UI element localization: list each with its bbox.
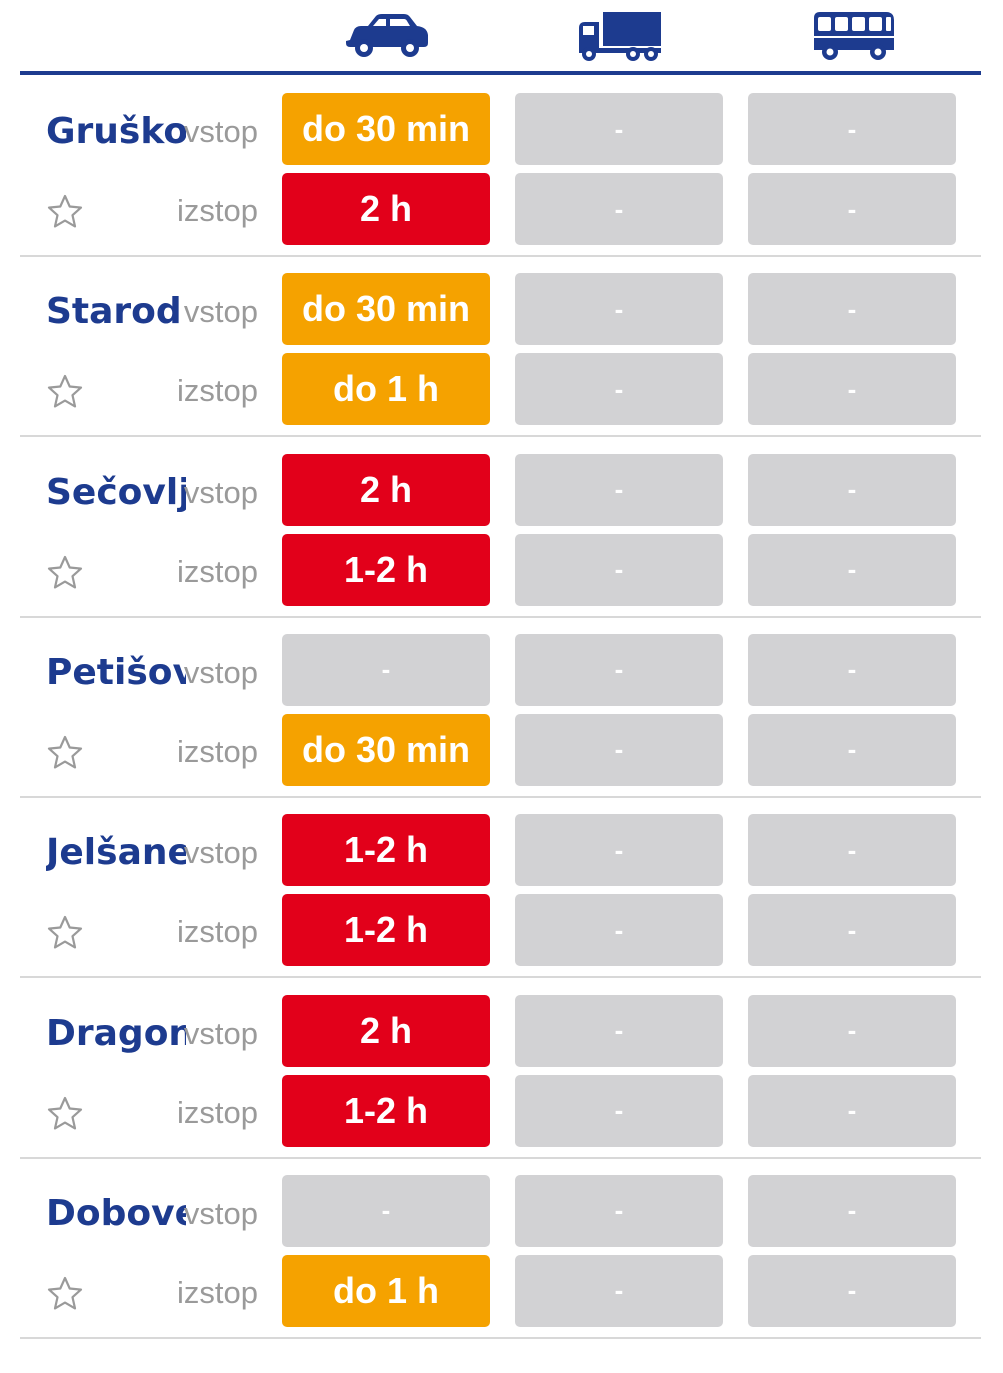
favorite-star-icon[interactable]	[46, 914, 84, 952]
exit-label: izstop	[177, 733, 258, 769]
exit-label: izstop	[177, 1274, 258, 1310]
favorite-star-icon[interactable]	[46, 373, 84, 411]
truck-vstop-wait: -	[515, 994, 723, 1067]
bus-vstop-wait: -	[748, 814, 956, 887]
favorite-star-icon[interactable]	[46, 554, 84, 592]
truck-izstop-wait: -	[515, 894, 723, 967]
crossing-row: Petišovcivstopizstop---do 30 min--	[20, 618, 981, 798]
car-izstop-wait: 2 h	[282, 173, 490, 245]
entry-label: vstop	[183, 1195, 258, 1231]
car-vstop-wait: do 30 min	[282, 93, 490, 165]
car-izstop-wait: 1-2 h	[282, 1074, 490, 1147]
crossing-row: Starod vstop izstop do 30 min - - do 1 h--	[20, 257, 981, 438]
crossing-name[interactable]: Sečovlje	[46, 471, 186, 513]
bus-vstop-wait: -	[748, 994, 956, 1067]
entry-label: vstop	[183, 294, 258, 330]
truck-vstop-wait: -	[515, 93, 723, 165]
car-izstop-wait: do 1 h	[282, 353, 490, 426]
car-izstop-wait: do 1 h	[282, 1254, 490, 1327]
truck-izstop-wait: -	[515, 1254, 723, 1327]
bus-vstop-wait: -	[748, 93, 956, 165]
bus-izstop-wait: -	[748, 173, 956, 245]
truck-vstop-wait: -	[515, 453, 723, 526]
car-vstop-wait: do 30 min	[282, 273, 490, 346]
car-izstop-wait: 1-2 h	[282, 894, 490, 967]
bus-vstop-wait: -	[748, 633, 956, 706]
exit-label: izstop	[177, 373, 258, 409]
car-izstop-wait: 1-2 h	[282, 533, 490, 606]
bus-izstop-wait: -	[748, 1254, 956, 1327]
bus-izstop-wait: -	[748, 894, 956, 967]
truck-vstop-wait: -	[515, 273, 723, 346]
truck-icon	[575, 10, 665, 62]
car-icon	[342, 10, 432, 62]
bus-vstop-wait: -	[748, 453, 956, 526]
truck-vstop-wait: -	[515, 1174, 723, 1247]
crossing-name[interactable]: Dobovec	[46, 1192, 186, 1234]
crossing-row: Jelšane vstop izstop 1-2 h - -1-2 h--	[20, 798, 981, 979]
bus-izstop-wait: -	[748, 713, 956, 786]
bus-izstop-wait: -	[748, 353, 956, 426]
exit-label: izstop	[177, 1094, 258, 1130]
crossing-row: Gruško vstop izstop do 30 min - -2 h--	[20, 77, 981, 257]
car-vstop-wait: -	[282, 1174, 490, 1247]
truck-izstop-wait: -	[515, 713, 723, 786]
truck-vstop-wait: -	[515, 814, 723, 887]
truck-izstop-wait: -	[515, 173, 723, 245]
crossing-name[interactable]: Jelšane	[46, 832, 186, 874]
car-izstop-wait: do 30 min	[282, 713, 490, 786]
bus-vstop-wait: -	[748, 273, 956, 346]
entry-label: vstop	[183, 654, 258, 690]
entry-label: vstop	[183, 474, 258, 510]
table-header	[20, 0, 981, 75]
exit-label: izstop	[177, 553, 258, 589]
favorite-star-icon[interactable]	[46, 193, 84, 231]
entry-label: vstop	[183, 114, 258, 149]
favorite-star-icon[interactable]	[46, 1275, 84, 1313]
exit-label: izstop	[177, 193, 258, 228]
exit-label: izstop	[177, 914, 258, 950]
crossing-name[interactable]: Gruško	[46, 111, 186, 152]
car-vstop-wait: -	[282, 633, 490, 706]
favorite-star-icon[interactable]	[46, 734, 84, 772]
crossing-row: Dragonjavstopizstop2 h--1-2 h--	[20, 979, 981, 1159]
bus-vstop-wait: -	[748, 1174, 956, 1247]
crossing-name[interactable]: Starod	[46, 291, 182, 333]
crossing-row: Sečovljevstopizstop2 h--1-2 h--	[20, 438, 981, 618]
entry-label: vstop	[183, 835, 258, 871]
car-vstop-wait: 2 h	[282, 994, 490, 1067]
truck-izstop-wait: -	[515, 1074, 723, 1147]
favorite-star-icon[interactable]	[46, 1095, 84, 1133]
car-vstop-wait: 2 h	[282, 453, 490, 526]
crossing-name[interactable]: Dragonja	[46, 1012, 186, 1054]
crossing-name[interactable]: Petišovci	[46, 651, 186, 693]
entry-label: vstop	[183, 1015, 258, 1051]
bus-izstop-wait: -	[748, 1074, 956, 1147]
bus-icon	[808, 10, 898, 62]
crossing-row: Dobovecvstopizstop---do 1 h--	[20, 1159, 981, 1339]
bus-izstop-wait: -	[748, 533, 956, 606]
truck-vstop-wait: -	[515, 633, 723, 706]
car-vstop-wait: 1-2 h	[282, 814, 490, 887]
truck-izstop-wait: -	[515, 353, 723, 426]
truck-izstop-wait: -	[515, 533, 723, 606]
